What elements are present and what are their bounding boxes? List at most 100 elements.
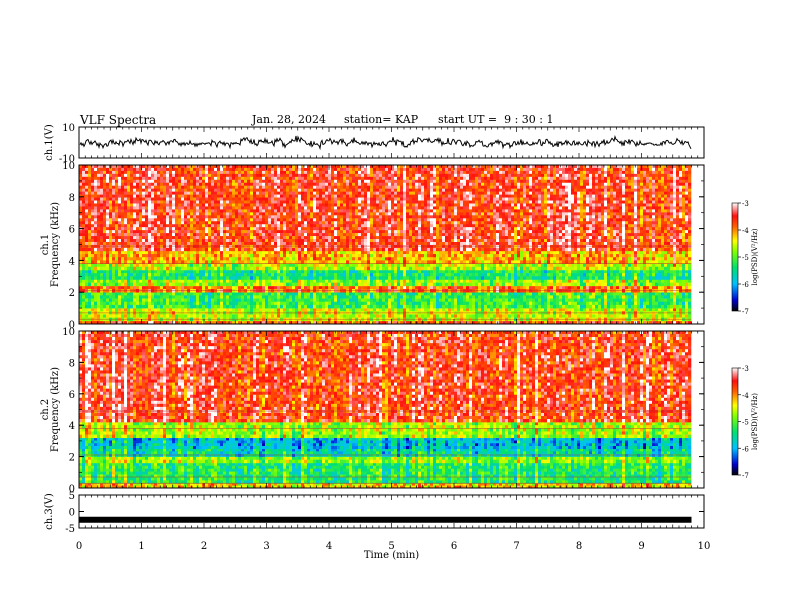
spectrogram-cell	[259, 314, 262, 317]
spectrogram-cell	[469, 314, 472, 317]
spectrogram-cell	[655, 314, 658, 317]
spectrogram-cell	[664, 299, 667, 302]
spectrogram-cell	[361, 292, 364, 295]
spectrogram-cell	[142, 314, 145, 317]
spectrogram-cell	[85, 295, 88, 298]
spectrogram-cell	[151, 292, 154, 295]
spectrogram-cell	[394, 305, 397, 308]
spectrogram-cell	[352, 273, 355, 276]
spectrogram-cell	[376, 276, 379, 279]
spectrogram-cell	[436, 286, 439, 289]
spectrogram-cell	[370, 270, 373, 273]
spectrogram-cell	[91, 302, 94, 305]
spectrogram-cell	[274, 270, 277, 273]
spectrogram-cell	[418, 286, 421, 289]
spectrogram-cell	[226, 283, 229, 286]
spectrogram-cell	[613, 292, 616, 295]
spectrogram-cell	[529, 302, 532, 305]
spectrogram-cell	[592, 276, 595, 279]
spectrogram-cell	[460, 273, 463, 276]
spectrogram-cell	[454, 295, 457, 298]
spectrogram-cell	[379, 279, 382, 282]
spectrogram-cell	[652, 295, 655, 298]
spectrogram-cell	[289, 302, 292, 305]
spectrogram-cell	[415, 270, 418, 273]
spectrogram-cell	[196, 292, 199, 295]
spectrogram-cell	[556, 299, 559, 302]
spectrogram-cell	[307, 283, 310, 286]
spectrogram-cell	[370, 295, 373, 298]
spectrogram-cell	[670, 283, 673, 286]
spectrogram-cell	[568, 308, 571, 311]
spectrogram-cell	[262, 273, 265, 276]
spectrogram-cell	[280, 264, 283, 267]
spectrogram-cell	[403, 286, 406, 289]
spectrogram-cell	[562, 279, 565, 282]
spectrogram-cell	[487, 308, 490, 311]
spectrogram-cell	[340, 302, 343, 305]
spectrogram-cell	[658, 292, 661, 295]
spectrogram-cell	[682, 295, 685, 298]
spectrogram-cell	[313, 286, 316, 289]
spectrogram-cell	[541, 279, 544, 282]
spectrogram-cell	[139, 308, 142, 311]
spectrogram-cell	[508, 305, 511, 308]
spectrogram-cell	[553, 299, 556, 302]
spectrogram-cell	[481, 270, 484, 273]
spectrogram-cell	[415, 305, 418, 308]
spectrogram-cell	[211, 270, 214, 273]
spectrogram-cell	[424, 305, 427, 308]
spectrogram-cell	[139, 273, 142, 276]
spectrogram-cell	[556, 283, 559, 286]
spectrogram-cell	[649, 292, 652, 295]
spectrogram-cell	[679, 305, 682, 308]
spectrogram-cell	[112, 273, 115, 276]
spectrogram-cell	[433, 299, 436, 302]
spectrogram-cell	[355, 286, 358, 289]
spectrogram-cell	[619, 305, 622, 308]
spectrogram-cell	[370, 276, 373, 279]
spectrogram-cell	[523, 308, 526, 311]
spectrogram-cell	[526, 273, 529, 276]
spectrogram-cell	[124, 308, 127, 311]
spectrogram-cell	[370, 302, 373, 305]
spectrogram-cell	[235, 314, 238, 317]
spectrogram-cell	[97, 302, 100, 305]
spectrogram-cell	[217, 283, 220, 286]
spectrogram-cell	[433, 276, 436, 279]
spectrogram-cell	[571, 308, 574, 311]
spectrogram-cell	[328, 308, 331, 311]
spectrogram-cell	[523, 299, 526, 302]
spectrogram-cell	[367, 276, 370, 279]
spectrogram-cell	[436, 302, 439, 305]
spectrogram-cell	[334, 314, 337, 317]
spectrogram-cell	[94, 276, 97, 279]
spectrogram-cell	[643, 314, 646, 317]
spectrogram-cell	[319, 302, 322, 305]
spectrogram-cell	[352, 270, 355, 273]
spectrogram-cell	[97, 308, 100, 311]
spectrogram-cell	[460, 299, 463, 302]
spectrogram-cell	[580, 283, 583, 286]
spectrogram-cell	[478, 295, 481, 298]
spectrogram-cell	[490, 283, 493, 286]
spectrogram-cell	[214, 273, 217, 276]
spectrogram-cell	[187, 314, 190, 317]
spectrogram-cell	[133, 295, 136, 298]
spectrogram-cell	[310, 299, 313, 302]
spectrogram-cell	[403, 279, 406, 282]
spectrogram-cell	[187, 279, 190, 282]
spectrogram-cell	[487, 299, 490, 302]
spectrogram-cell	[328, 305, 331, 308]
spectrogram-cell	[247, 292, 250, 295]
spectrogram-cell	[682, 283, 685, 286]
spectrogram-cell	[262, 292, 265, 295]
spectrogram-cell	[556, 286, 559, 289]
spectrogram-cell	[82, 295, 85, 298]
spectrogram-cell	[244, 314, 247, 317]
spectrogram-cell	[262, 283, 265, 286]
spectrogram-cell	[502, 305, 505, 308]
spectrogram-cell	[670, 270, 673, 273]
spectrogram-cell	[214, 270, 217, 273]
spectrogram-cell	[283, 273, 286, 276]
